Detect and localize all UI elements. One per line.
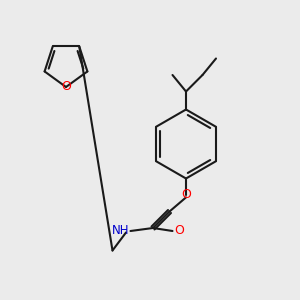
Text: O: O — [174, 224, 184, 238]
Text: O: O — [181, 188, 191, 202]
Text: O: O — [61, 80, 71, 94]
Text: NH: NH — [112, 224, 129, 238]
